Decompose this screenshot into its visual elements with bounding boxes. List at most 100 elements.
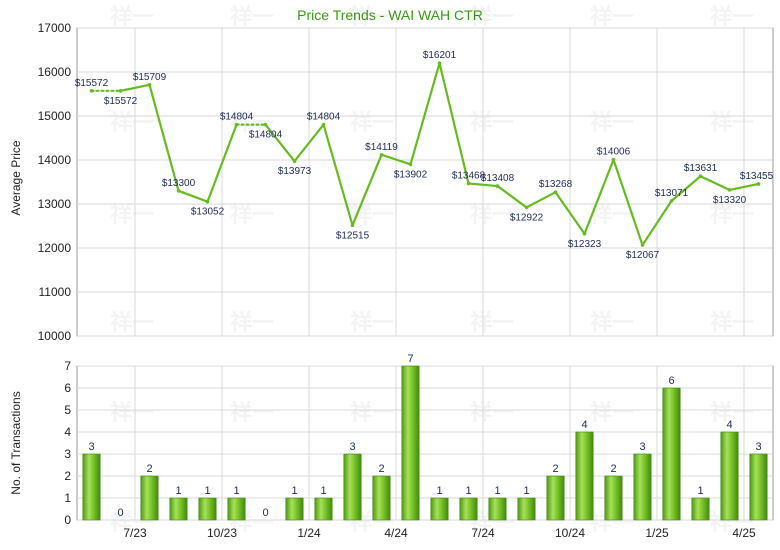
x-tick-label: 10/24	[555, 526, 585, 540]
price-point	[147, 83, 152, 87]
watermark-text: 祥一	[110, 400, 154, 426]
price-point	[553, 190, 558, 195]
watermark-text: 祥一	[110, 310, 154, 336]
price-point	[89, 89, 94, 93]
price-data-label: $13300	[162, 178, 196, 189]
price-plot-grid: 10000 11000 12000 13000 14000 15000 16000 17000	[38, 21, 774, 343]
price-point	[756, 182, 761, 186]
transaction-bar	[691, 497, 710, 521]
price-data-label: $16201	[423, 50, 457, 61]
transaction-bar	[82, 453, 101, 521]
transaction-count-label: 3	[349, 441, 355, 453]
price-line-segment	[641, 199, 673, 247]
price-point	[698, 174, 703, 179]
watermark-text: 祥一	[350, 400, 394, 426]
price-tick-label: 17000	[38, 21, 72, 35]
price-line-segment	[728, 182, 760, 192]
x-tick-label: 4/25	[732, 526, 756, 540]
watermark-text: 祥一	[230, 400, 274, 426]
price-line-segment	[322, 123, 354, 227]
price-point	[727, 188, 732, 192]
transactions-tick-label: 5	[64, 403, 71, 417]
price-line-segment	[438, 62, 470, 185]
price-tick-label: 16000	[38, 65, 72, 79]
price-point	[466, 181, 471, 186]
transaction-count-label: 6	[668, 375, 674, 387]
price-line-segment	[264, 123, 296, 163]
price-point	[582, 231, 587, 236]
watermark-text: 祥一	[590, 400, 634, 426]
price-data-label: $12922	[510, 212, 544, 223]
price-line-segment	[148, 83, 180, 192]
transaction-count-label: 1	[175, 485, 181, 497]
transaction-bar	[343, 453, 362, 521]
transaction-count-label: 2	[146, 463, 152, 475]
transaction-count-label: 7	[407, 353, 413, 365]
price-point	[379, 152, 384, 157]
price-point	[669, 199, 674, 203]
transaction-count-label: 1	[697, 485, 703, 497]
transaction-count-label: 1	[436, 485, 442, 497]
price-data-label: $13455	[740, 171, 774, 182]
price-data-label: $13631	[684, 163, 718, 174]
price-data-label: $12067	[626, 250, 660, 261]
transactions-axis-label: No. of Transactions	[9, 391, 23, 494]
watermark-text: 祥一	[110, 110, 154, 136]
chart-title: Price Trends - WAI WAH CTR	[297, 7, 483, 23]
price-data-label: $15709	[133, 72, 167, 83]
x-tick-label: 1/24	[297, 526, 321, 540]
price-line-segment	[177, 189, 209, 203]
price-line-segment	[351, 153, 383, 227]
transaction-bar	[633, 453, 652, 521]
price-tick-label: 10000	[38, 329, 72, 343]
price-data-label: $13052	[191, 207, 225, 218]
price-point	[350, 223, 355, 228]
transactions-tick-label: 6	[64, 381, 71, 395]
price-line-segment	[467, 182, 499, 188]
price-data-label: $14804	[249, 130, 283, 141]
price-data-label: $12323	[568, 239, 602, 250]
price-data-label: $13071	[655, 188, 689, 199]
transaction-count-label: 1	[465, 485, 471, 497]
transaction-bar	[662, 387, 681, 521]
transaction-count-label: 3	[639, 441, 645, 453]
price-line-segment	[409, 62, 441, 166]
price-point	[234, 122, 239, 127]
price-point	[524, 205, 529, 210]
price-data-label: $13408	[481, 173, 515, 184]
price-tick-label: 11000	[39, 285, 72, 299]
transactions-tick-label: 0	[64, 513, 71, 527]
watermark-text: 祥一	[230, 110, 274, 136]
price-data-label: $14804	[307, 112, 341, 123]
transaction-count-label: 1	[233, 485, 239, 497]
price-data-label: $12515	[336, 230, 370, 241]
price-data-label: $13320	[713, 195, 747, 206]
price-axis-label: Average Price	[9, 140, 23, 215]
transaction-count-label: 1	[320, 485, 326, 497]
price-point	[437, 61, 442, 65]
watermark-text: 祥一	[710, 400, 754, 426]
price-line-segment	[583, 158, 615, 235]
transaction-bar	[575, 431, 594, 521]
watermark-text: 祥一	[710, 310, 754, 336]
transaction-bar	[749, 453, 768, 521]
x-tick-label: 4/24	[384, 526, 408, 540]
price-tick-label: 15000	[38, 109, 72, 123]
price-line-segment	[119, 83, 151, 92]
price-line-segment	[612, 158, 644, 247]
transactions-tick-label: 3	[64, 447, 71, 461]
watermark-text: 祥一	[230, 310, 274, 336]
price-point	[321, 122, 326, 127]
transaction-count-label: 3	[88, 441, 94, 453]
watermark-layer: 祥一祥一祥一祥一祥一祥一祥一祥一祥一祥一祥一祥一祥一祥一祥一祥一祥一祥一祥一祥一…	[110, 4, 754, 536]
transactions-tick-label: 1	[64, 491, 71, 505]
watermark-text: 祥一	[350, 4, 394, 30]
price-point	[611, 157, 616, 162]
transactions-bars	[82, 365, 768, 521]
price-data-label: $13468	[452, 170, 486, 181]
watermark-text: 祥一	[470, 110, 514, 136]
price-point	[118, 89, 123, 93]
price-line-segment	[670, 175, 702, 202]
